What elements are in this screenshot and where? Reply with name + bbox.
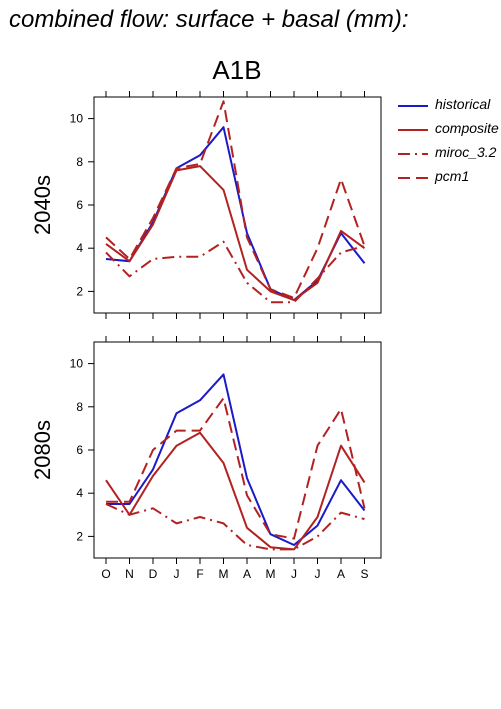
- y-axis-label-2080s: 2080s: [30, 420, 55, 480]
- y-axis-label-2040s: 2040s: [30, 175, 55, 235]
- legend-label-pcm1: pcm1: [435, 168, 470, 184]
- x-tick-label-3: J: [174, 567, 180, 581]
- y-tick-label-2040s-6: 6: [76, 198, 83, 212]
- series-line-2040s-composite: [105, 165, 366, 301]
- y-tick-label-2040s-2: 2: [76, 284, 83, 298]
- y-tick-label-2080s-2: 2: [76, 529, 83, 543]
- x-tick-label-8: J: [291, 567, 297, 581]
- series-line-2080s-pcm1: [106, 397, 366, 540]
- x-tick-label-5: M: [219, 567, 229, 581]
- y-tick-label-2080s-10: 10: [70, 357, 84, 371]
- x-tick-label-7: M: [266, 567, 276, 581]
- x-tick-label-4: F: [196, 567, 203, 581]
- y-tick-label-2040s-10: 10: [70, 112, 84, 126]
- x-tick-label-11: S: [360, 567, 368, 581]
- x-tick-label-1: N: [125, 567, 134, 581]
- legend-swatch-historical: [398, 105, 428, 107]
- legend-swatch-miroc: [398, 153, 428, 155]
- x-tick-label-9: J: [315, 567, 321, 581]
- x-tick-label-2: D: [149, 567, 158, 581]
- series-line-2080s-historical: [106, 373, 366, 546]
- series-line-2040s-miroc-3-2: [105, 240, 365, 304]
- legend-label-historical: historical: [435, 96, 491, 112]
- series-line-2040s-historical: [105, 126, 366, 301]
- legend-swatch-pcm1: [398, 177, 428, 179]
- y-tick-label-2040s-4: 4: [76, 241, 83, 255]
- figure-title: combined flow: surface + basal (mm):: [9, 6, 409, 33]
- x-tick-label-6: A: [243, 567, 251, 581]
- legend-swatch-composite: [398, 129, 428, 131]
- y-tick-label-2080s-8: 8: [76, 400, 83, 414]
- plot-frame-2080s: [93, 341, 382, 559]
- plot-frame-2040s: [93, 96, 382, 314]
- x-tick-label-0: O: [101, 567, 110, 581]
- legend-label-miroc: miroc_3.2: [435, 144, 497, 160]
- series-line-2080s-composite: [105, 431, 366, 551]
- series-line-2040s-pcm1: [105, 100, 366, 299]
- scenario-title: A1B: [212, 55, 262, 85]
- y-tick-label-2040s-8: 8: [76, 155, 83, 169]
- y-tick-label-2080s-4: 4: [76, 486, 83, 500]
- legend-label-composite: composite: [435, 120, 499, 136]
- y-tick-label-2080s-6: 6: [76, 443, 83, 457]
- x-tick-label-10: A: [337, 567, 345, 581]
